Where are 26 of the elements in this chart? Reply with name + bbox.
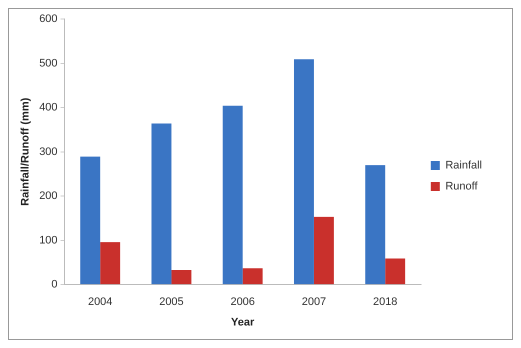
bar (151, 123, 172, 284)
y-tick-label: 200 (39, 190, 58, 202)
x-axis-title: Year (231, 316, 256, 328)
bar (222, 106, 243, 284)
bar (80, 156, 100, 284)
y-tick-label: 300 (39, 146, 58, 158)
x-tick-label: 2006 (230, 296, 255, 308)
bar (242, 268, 263, 284)
y-tick-label: 600 (39, 13, 58, 26)
bar (294, 59, 314, 284)
bar (100, 242, 120, 284)
x-tick-label: 2005 (159, 296, 184, 308)
legend-label: Rainfall (445, 160, 482, 172)
y-tick-label: 400 (39, 102, 58, 114)
y-tick-label: 500 (39, 57, 58, 70)
y-tick-label: 100 (39, 234, 58, 246)
y-axis-title: Rainfall/Runoff (mm) (20, 97, 32, 206)
legend-label: Runoff (445, 180, 478, 193)
x-tick-label: 2018 (372, 296, 398, 308)
bar (385, 258, 406, 284)
bar (171, 270, 192, 284)
x-tick-label: 2004 (88, 296, 112, 308)
x-tick-label: 2007 (302, 296, 326, 308)
bar (314, 216, 334, 284)
y-tick-label: 0 (51, 278, 58, 291)
bar (365, 165, 386, 284)
